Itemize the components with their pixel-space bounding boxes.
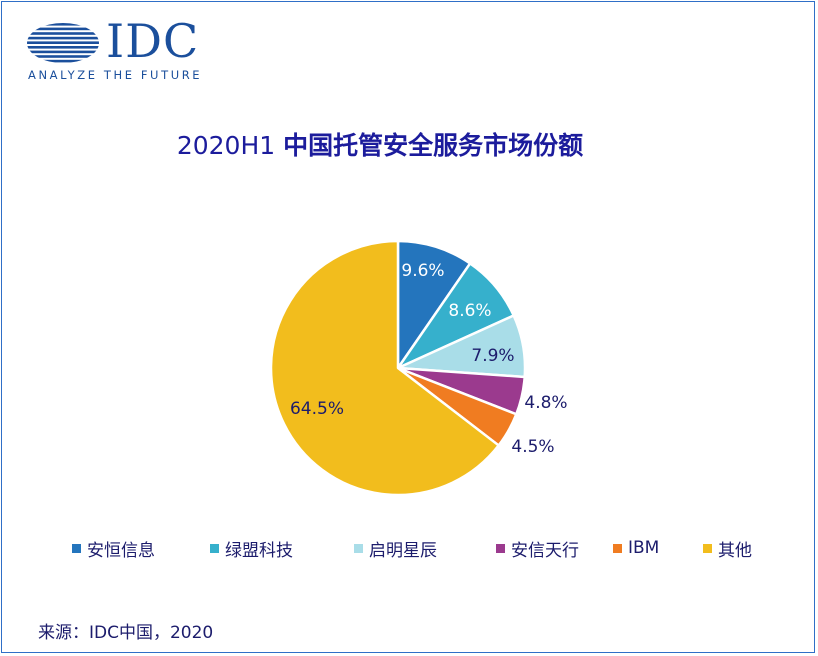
source-note: 来源：IDC中国，2020 xyxy=(38,623,214,643)
legend-item: 安信天行 xyxy=(496,536,579,561)
globe-line xyxy=(27,55,99,58)
legend-swatch xyxy=(354,543,363,553)
globe-line xyxy=(27,50,99,54)
idc-logo: IDC ANALYZE THE FUTURE xyxy=(26,14,226,90)
legend-label: 启明星辰 xyxy=(369,540,437,561)
legend-swatch xyxy=(613,543,622,553)
legend-item: 启明星辰 xyxy=(354,536,437,561)
slice-data-label: 7.9% xyxy=(471,346,514,366)
slice-data-label: 64.5% xyxy=(290,399,344,419)
chart-title-main: 中国托管安全服务市场份额 xyxy=(283,131,584,160)
globe-line xyxy=(27,27,99,31)
legend-swatch xyxy=(703,543,712,553)
legend-swatch xyxy=(496,543,505,553)
legend-swatch xyxy=(72,543,81,553)
logo-tagline: ANALYZE THE FUTURE xyxy=(28,68,203,82)
chart-title: 2020H1 中国托管安全服务市场份额 xyxy=(0,126,760,162)
legend-item: 安恒信息 xyxy=(72,536,155,561)
logo-wordmark: IDC xyxy=(106,14,200,68)
legend-swatch xyxy=(210,543,219,553)
pie-slice xyxy=(396,239,472,370)
legend-label: 其他 xyxy=(718,540,752,561)
legend-label: 安信天行 xyxy=(511,540,579,561)
chart-title-prefix: 2020H1 xyxy=(176,131,284,160)
legend-item: 绿盟科技 xyxy=(210,536,293,561)
pie-slice xyxy=(269,239,500,497)
legend-label: IBM xyxy=(628,538,660,558)
globe-line xyxy=(27,46,99,49)
globe-lines-icon xyxy=(27,23,99,63)
slice-data-label: 4.8% xyxy=(524,393,567,413)
globe-line xyxy=(27,41,99,44)
slice-data-label: 8.6% xyxy=(448,301,491,321)
globe-line xyxy=(27,36,99,40)
legend-label: 绿盟科技 xyxy=(225,540,293,561)
globe-line xyxy=(27,59,99,63)
legend-item: 其他 xyxy=(703,536,752,561)
legend-label: 安恒信息 xyxy=(87,540,155,561)
globe-line xyxy=(27,32,99,35)
legend-item: IBM xyxy=(613,536,659,560)
globe-line xyxy=(27,23,99,26)
slice-data-label: 9.6% xyxy=(401,261,444,281)
slice-data-label: 4.5% xyxy=(511,437,554,457)
